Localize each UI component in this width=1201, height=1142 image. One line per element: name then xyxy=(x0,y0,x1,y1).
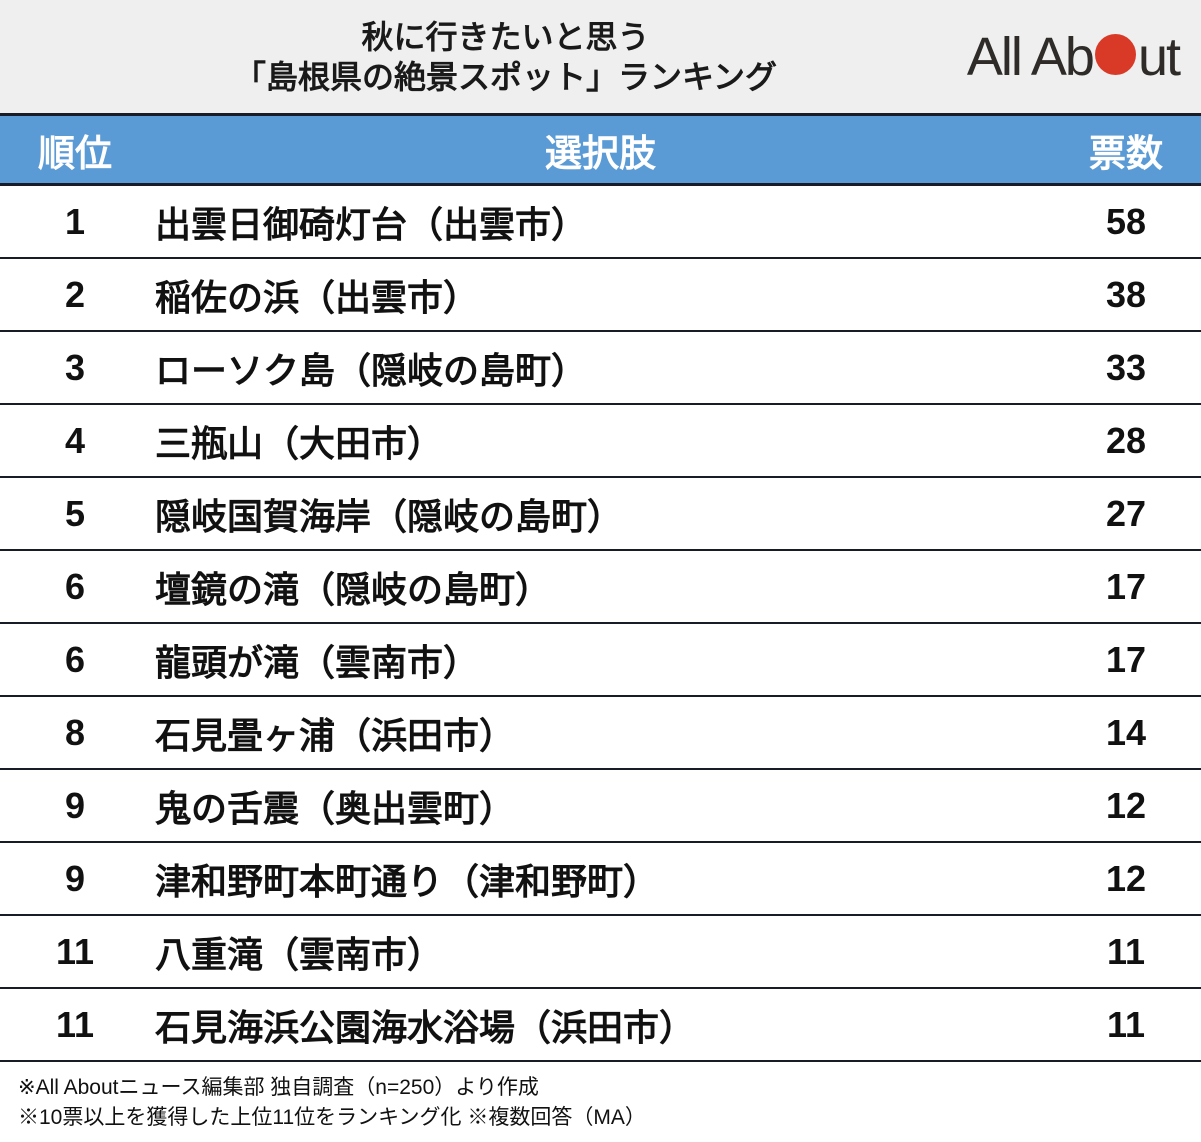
votes-cell: 27 xyxy=(1105,492,1147,534)
logo-red-circle-icon xyxy=(1094,34,1136,75)
spot-name-cell: 出雲日御碕灯台（出雲市） xyxy=(155,203,588,245)
rank-cell: 2 xyxy=(64,273,86,315)
rank-cell: 1 xyxy=(64,200,86,242)
spot-name-cell: 三瓶山（大田市） xyxy=(155,422,444,464)
page-title-line1: 秋に行きたいと思う xyxy=(361,18,650,55)
table-row: 11 石見海浜公園海水浴場（浜田市） 11 xyxy=(0,989,1201,1062)
spot-name-cell: 稲佐の浜（出雲市） xyxy=(155,276,480,318)
spot-name-cell: 鬼の舌震（奥出雲町） xyxy=(155,787,516,829)
rank-cell: 11 xyxy=(55,930,95,972)
table-row: 6 壇鏡の滝（隠岐の島町） 17 xyxy=(0,551,1201,624)
spot-name-cell: 龍頭が滝（雲南市） xyxy=(155,641,480,683)
table-row: 9 津和野町本町通り（津和野町） 12 xyxy=(0,843,1201,916)
table-row: 4 三瓶山（大田市） 28 xyxy=(0,405,1201,478)
footnotes: ※All Aboutニュース編集部 独自調査（n=250）より作成 ※10票以上… xyxy=(0,1062,1201,1142)
column-header-votes: 票数 xyxy=(1089,132,1163,174)
votes-cell: 12 xyxy=(1105,857,1147,899)
rank-cell: 11 xyxy=(55,1003,95,1045)
column-header-rank: 順位 xyxy=(38,132,112,174)
spot-name-cell: ローソク島（隠岐の島町） xyxy=(155,349,588,391)
table-row: 2 稲佐の浜（出雲市） 38 xyxy=(0,259,1201,332)
rank-cell: 3 xyxy=(64,346,86,388)
title-band: 秋に行きたいと思う 「島根県の絶景スポット」ランキング All Ab ut xyxy=(0,0,1201,113)
spot-name-cell: 石見畳ヶ浦（浜田市） xyxy=(155,714,516,756)
votes-cell: 33 xyxy=(1105,346,1147,388)
table-row: 1 出雲日御碕灯台（出雲市） 58 xyxy=(0,186,1201,259)
page-title: 秋に行きたいと思う 「島根県の絶景スポット」ランキング xyxy=(234,17,777,97)
spot-name-cell: 隠岐国賀海岸（隠岐の島町） xyxy=(155,495,624,537)
ranking-table: 順位 選択肢 票数 1 出雲日御碕灯台（出雲市） 58 2 稲佐の浜（出雲市） … xyxy=(0,113,1201,1062)
table-row: 5 隠岐国賀海岸（隠岐の島町） 27 xyxy=(0,478,1201,551)
footnote-method: ※10票以上を獲得した上位11位をランキング化 ※複数回答（MA） xyxy=(18,1106,646,1129)
rank-cell: 4 xyxy=(64,419,86,461)
votes-cell: 17 xyxy=(1105,565,1147,607)
rank-cell: 8 xyxy=(64,711,86,753)
rank-cell: 9 xyxy=(64,857,86,899)
votes-cell: 38 xyxy=(1105,273,1147,315)
table-header-row: 順位 選択肢 票数 xyxy=(0,113,1201,186)
votes-cell: 58 xyxy=(1105,200,1147,242)
spot-name-cell: 八重滝（雲南市） xyxy=(155,933,444,975)
rank-cell: 5 xyxy=(64,492,86,534)
votes-cell: 11 xyxy=(1106,930,1146,972)
table-row: 6 龍頭が滝（雲南市） 17 xyxy=(0,624,1201,697)
table-row: 3 ローソク島（隠岐の島町） 33 xyxy=(0,332,1201,405)
table-row: 11 八重滝（雲南市） 11 xyxy=(0,916,1201,989)
page-title-line2: 「島根県の絶景スポット」ランキング xyxy=(233,58,778,95)
logo-text-after: ut xyxy=(1137,26,1181,87)
votes-cell: 11 xyxy=(1106,1003,1146,1045)
rank-cell: 6 xyxy=(64,565,86,607)
spot-name-cell: 石見海浜公園海水浴場（浜田市） xyxy=(155,1006,696,1048)
votes-cell: 14 xyxy=(1105,711,1147,753)
spot-name-cell: 津和野町本町通り（津和野町） xyxy=(155,860,660,902)
votes-cell: 12 xyxy=(1105,784,1147,826)
all-about-logo: All Ab ut xyxy=(966,26,1181,88)
votes-cell: 17 xyxy=(1105,638,1147,680)
table-row: 9 鬼の舌震（奥出雲町） 12 xyxy=(0,770,1201,843)
votes-cell: 28 xyxy=(1105,419,1147,461)
rank-cell: 6 xyxy=(64,638,86,680)
footnote-source: ※All Aboutニュース編集部 独自調査（n=250）より作成 xyxy=(18,1076,539,1099)
table-row: 8 石見畳ヶ浦（浜田市） 14 xyxy=(0,697,1201,770)
spot-name-cell: 壇鏡の滝（隠岐の島町） xyxy=(155,568,552,610)
column-header-name: 選択肢 xyxy=(545,132,656,174)
logo-text-before: All Ab xyxy=(966,26,1095,87)
rank-cell: 9 xyxy=(64,784,86,826)
